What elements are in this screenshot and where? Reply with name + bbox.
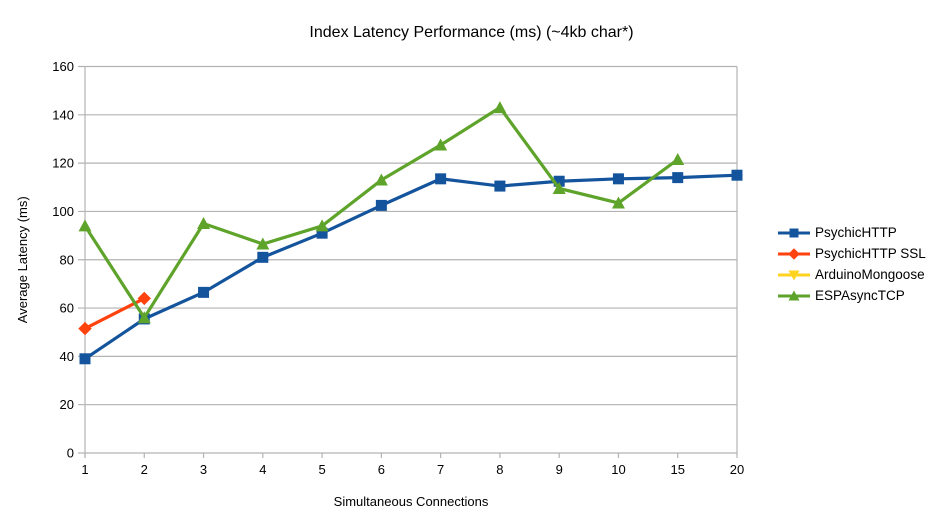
gridlines: 0 20 40 60 80 100 120 140 160 [52, 59, 737, 461]
x-tick-label: 5 [318, 462, 325, 477]
x-tick-label: 3 [200, 462, 207, 477]
legend-item-psychichttp-ssl: PsychicHTTP SSL [777, 243, 926, 264]
x-tick-label: 2 [141, 462, 148, 477]
line-diamond-marker-icon [778, 247, 810, 260]
legend-label: ArduinoMongoose [815, 267, 925, 282]
legend: PsychicHTTP PsychicHTTP SSL ArduinoMongo… [777, 222, 926, 306]
legend-label: PsychicHTTP SSL [815, 246, 926, 261]
x-tick-label: 20 [730, 462, 744, 477]
y-tick-label: 80 [60, 252, 74, 267]
x-tick-label: 4 [259, 462, 266, 477]
x-tick-label: 10 [611, 462, 625, 477]
y-axis-title: Average Latency (ms) [15, 196, 30, 323]
x-tick-label: 6 [378, 462, 385, 477]
y-tick-label: 140 [52, 107, 74, 122]
x-tick-label: 7 [437, 462, 444, 477]
legend-item-arduinomongoose: ArduinoMongoose [777, 264, 926, 285]
chart-title: Index Latency Performance (ms) (~4kb cha… [309, 24, 634, 41]
y-tick-label: 20 [60, 397, 74, 412]
legend-item-espasynctcp: ESPAsyncTCP [777, 285, 926, 306]
y-tick-label: 120 [52, 156, 74, 171]
x-tick-label: 8 [496, 462, 503, 477]
axes: 1 2 3 4 5 6 7 8 9 10 15 20 [81, 66, 744, 477]
x-axis-title: Simultaneous Connections [334, 494, 489, 509]
line-triangle-down-marker-icon [778, 270, 810, 280]
legend-item-psychichttp: PsychicHTTP [777, 222, 926, 243]
x-tick-label: 1 [81, 462, 88, 477]
x-tick-label: 9 [556, 462, 563, 477]
series-psychichttp [79, 169, 743, 365]
line-triangle-up-marker-icon [778, 290, 810, 300]
line-square-marker-icon [778, 228, 810, 237]
legend-label: ESPAsyncTCP [815, 288, 905, 303]
y-tick-label: 40 [60, 349, 74, 364]
x-tick-label: 15 [670, 462, 684, 477]
y-tick-label: 100 [52, 204, 74, 219]
legend-label: PsychicHTTP [815, 225, 897, 240]
y-tick-label: 160 [52, 59, 74, 74]
y-tick-label: 60 [60, 301, 74, 316]
series-espasynctcp [78, 101, 685, 324]
y-tick-label: 0 [67, 446, 74, 461]
